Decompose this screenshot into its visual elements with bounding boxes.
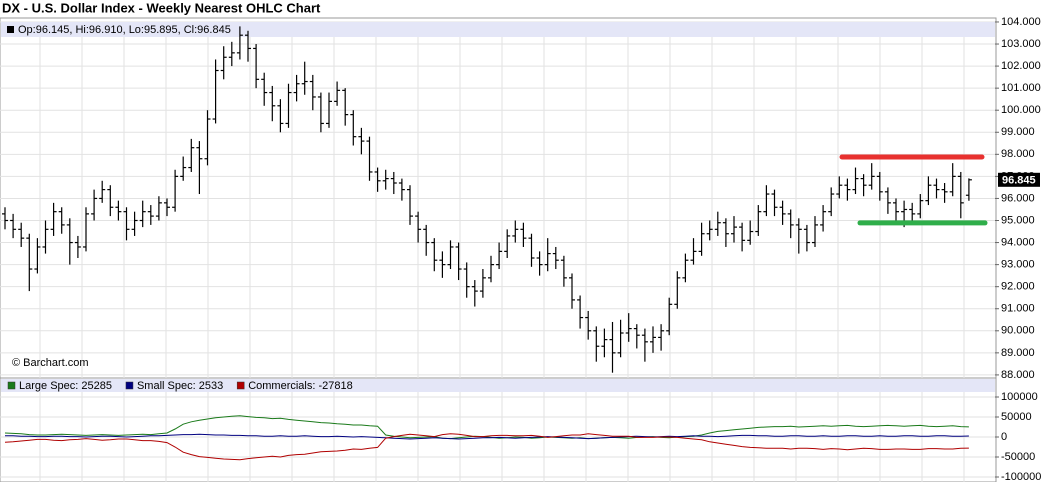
y-tick-label: -50000 xyxy=(1001,451,1035,463)
y-tick-label: 100.000 xyxy=(1001,104,1041,116)
watermark: © Barchart.com xyxy=(12,357,89,369)
y-tick-label: -100000 xyxy=(1001,471,1041,482)
legend-label: Commercials: -27818 xyxy=(248,380,353,392)
y-tick-label: 91.000 xyxy=(1001,303,1035,315)
y-tick-label: 96.000 xyxy=(1001,192,1035,204)
legend-swatch xyxy=(7,381,16,390)
last-price-label: 96.845 xyxy=(1002,175,1036,187)
cot-legend-strip xyxy=(1,379,995,392)
legend-label: Small Spec: 2533 xyxy=(137,380,223,392)
y-tick-label: 99.000 xyxy=(1001,126,1035,138)
info-strip xyxy=(1,22,995,37)
last-price-tag xyxy=(998,172,1040,187)
info-swatch xyxy=(7,26,14,33)
y-tick-label: 101.000 xyxy=(1001,82,1041,94)
y-tick-label: 50000 xyxy=(1001,411,1032,423)
legend-label: Large Spec: 25285 xyxy=(19,380,112,392)
cot-line xyxy=(4,433,969,461)
cot-panel xyxy=(0,377,997,482)
y-tick-label: 92.000 xyxy=(1001,281,1035,293)
y-tick-label: 88.000 xyxy=(1001,369,1035,381)
chart-title: DX - U.S. Dollar Index - Weekly Nearest … xyxy=(2,0,321,15)
cot-line xyxy=(5,433,969,440)
y-tick-label: 93.000 xyxy=(1001,259,1035,271)
y-tick-label: 98.000 xyxy=(1001,148,1035,160)
y-tick-label: 104.000 xyxy=(1001,16,1041,28)
y-tick-label: 102.000 xyxy=(1001,60,1041,72)
y-tick-label: 95.000 xyxy=(1001,214,1035,226)
info-label: Op:96.145, Hi:96.910, Lo:95.895, Cl:96.8… xyxy=(18,24,231,36)
legend-swatch xyxy=(125,381,134,390)
cot-line xyxy=(4,415,969,440)
y-tick-label: 89.000 xyxy=(1001,347,1035,359)
y-tick-label: 100000 xyxy=(1001,391,1038,403)
y-tick-label: 103.000 xyxy=(1001,38,1041,50)
y-tick-label: 90.000 xyxy=(1001,325,1035,337)
legend-swatch xyxy=(236,381,245,390)
grid xyxy=(0,21,995,482)
y-tick-label: 0 xyxy=(1001,431,1007,443)
y-tick-label: 94.000 xyxy=(1001,236,1035,248)
